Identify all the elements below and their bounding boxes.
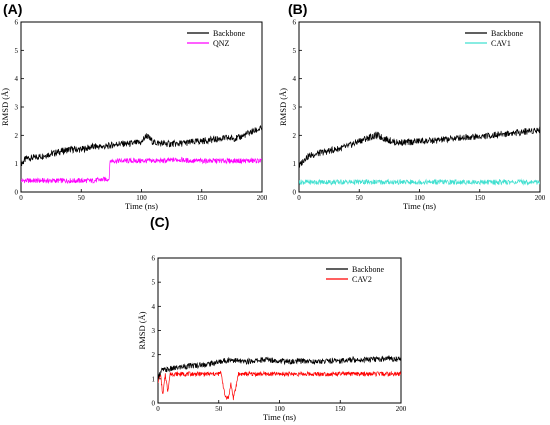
x-axis-label: Time (ns) xyxy=(263,412,296,422)
series-line-backbone xyxy=(158,355,401,379)
y-tick-label: 3 xyxy=(293,104,297,112)
y-tick-label: 4 xyxy=(152,303,156,311)
series-line-backbone xyxy=(21,125,262,168)
y-tick-label: 0 xyxy=(152,400,156,408)
y-axis-label: RMSD (Å) xyxy=(278,88,288,126)
x-tick-label: 0 xyxy=(297,194,301,202)
y-tick-label: 5 xyxy=(293,47,297,55)
y-tick-label: 4 xyxy=(293,75,297,83)
legend-label: CAV2 xyxy=(352,275,372,284)
y-tick-label: 2 xyxy=(15,132,19,140)
x-tick-label: 200 xyxy=(396,405,407,413)
series-line-cav1 xyxy=(299,178,540,186)
x-tick-label: 100 xyxy=(414,194,425,202)
x-tick-label: 150 xyxy=(475,194,486,202)
panel-letter-c: (C) xyxy=(150,214,170,230)
y-axis-label: RMSD (Å) xyxy=(0,88,10,126)
y-tick-label: 2 xyxy=(293,132,297,140)
x-tick-label: 100 xyxy=(136,194,147,202)
chart-a: 0 50 100 150 200 0 1 2 3 4 5 6 Time (ns) RMSD (Å) Back… xyxy=(0,19,268,212)
x-tick-label: 0 xyxy=(19,194,23,202)
x-tick-label: 50 xyxy=(215,405,223,413)
series-line-cav2 xyxy=(158,370,401,401)
y-axis-label: RMSD (Å) xyxy=(137,311,147,349)
panel-letter-a: (A) xyxy=(3,1,23,17)
x-tick-label: 0 xyxy=(156,405,160,413)
x-axis-label: Time (ns) xyxy=(125,201,158,211)
series-line-backbone xyxy=(299,126,540,169)
legend-label: CAV1 xyxy=(491,39,511,48)
x-tick-label: 200 xyxy=(257,194,268,202)
y-tick-label: 1 xyxy=(15,160,19,168)
y-tick-label: 1 xyxy=(152,375,156,383)
y-tick-label: 6 xyxy=(15,19,19,27)
x-tick-label: 200 xyxy=(535,194,546,202)
x-tick-label: 100 xyxy=(274,405,285,413)
legend-label: Backbone xyxy=(352,265,384,274)
y-tick-label: 5 xyxy=(152,279,156,287)
y-tick-label: 5 xyxy=(15,47,19,55)
y-tick-label: 0 xyxy=(15,189,19,197)
chart-b: 0 50 100 150 200 0 1 2 3 4 5 6 Time (ns) RMSD (Å) Back… xyxy=(278,19,546,212)
y-tick-label: 0 xyxy=(293,189,297,197)
panel-letter-b: (B) xyxy=(288,1,308,17)
legend-label: Backbone xyxy=(213,29,245,38)
legend-label: QNZ xyxy=(213,39,230,48)
legend-label: Backbone xyxy=(491,29,523,38)
x-tick-label: 150 xyxy=(335,405,346,413)
y-tick-label: 4 xyxy=(15,75,19,83)
x-tick-label: 50 xyxy=(356,194,364,202)
series-line-qnz xyxy=(21,156,262,185)
y-tick-label: 3 xyxy=(15,104,19,112)
x-tick-label: 50 xyxy=(78,194,86,202)
x-tick-label: 150 xyxy=(197,194,208,202)
chart-c: 0 50 100 150 200 0 1 2 3 4 5 6 Time (ns) RMSD (Å) Back… xyxy=(137,255,407,423)
x-axis-label: Time (ns) xyxy=(403,201,436,211)
y-tick-label: 6 xyxy=(152,255,156,263)
y-tick-label: 1 xyxy=(293,160,297,168)
y-tick-label: 6 xyxy=(293,19,297,27)
y-tick-label: 2 xyxy=(152,351,156,359)
y-tick-label: 3 xyxy=(152,327,156,335)
